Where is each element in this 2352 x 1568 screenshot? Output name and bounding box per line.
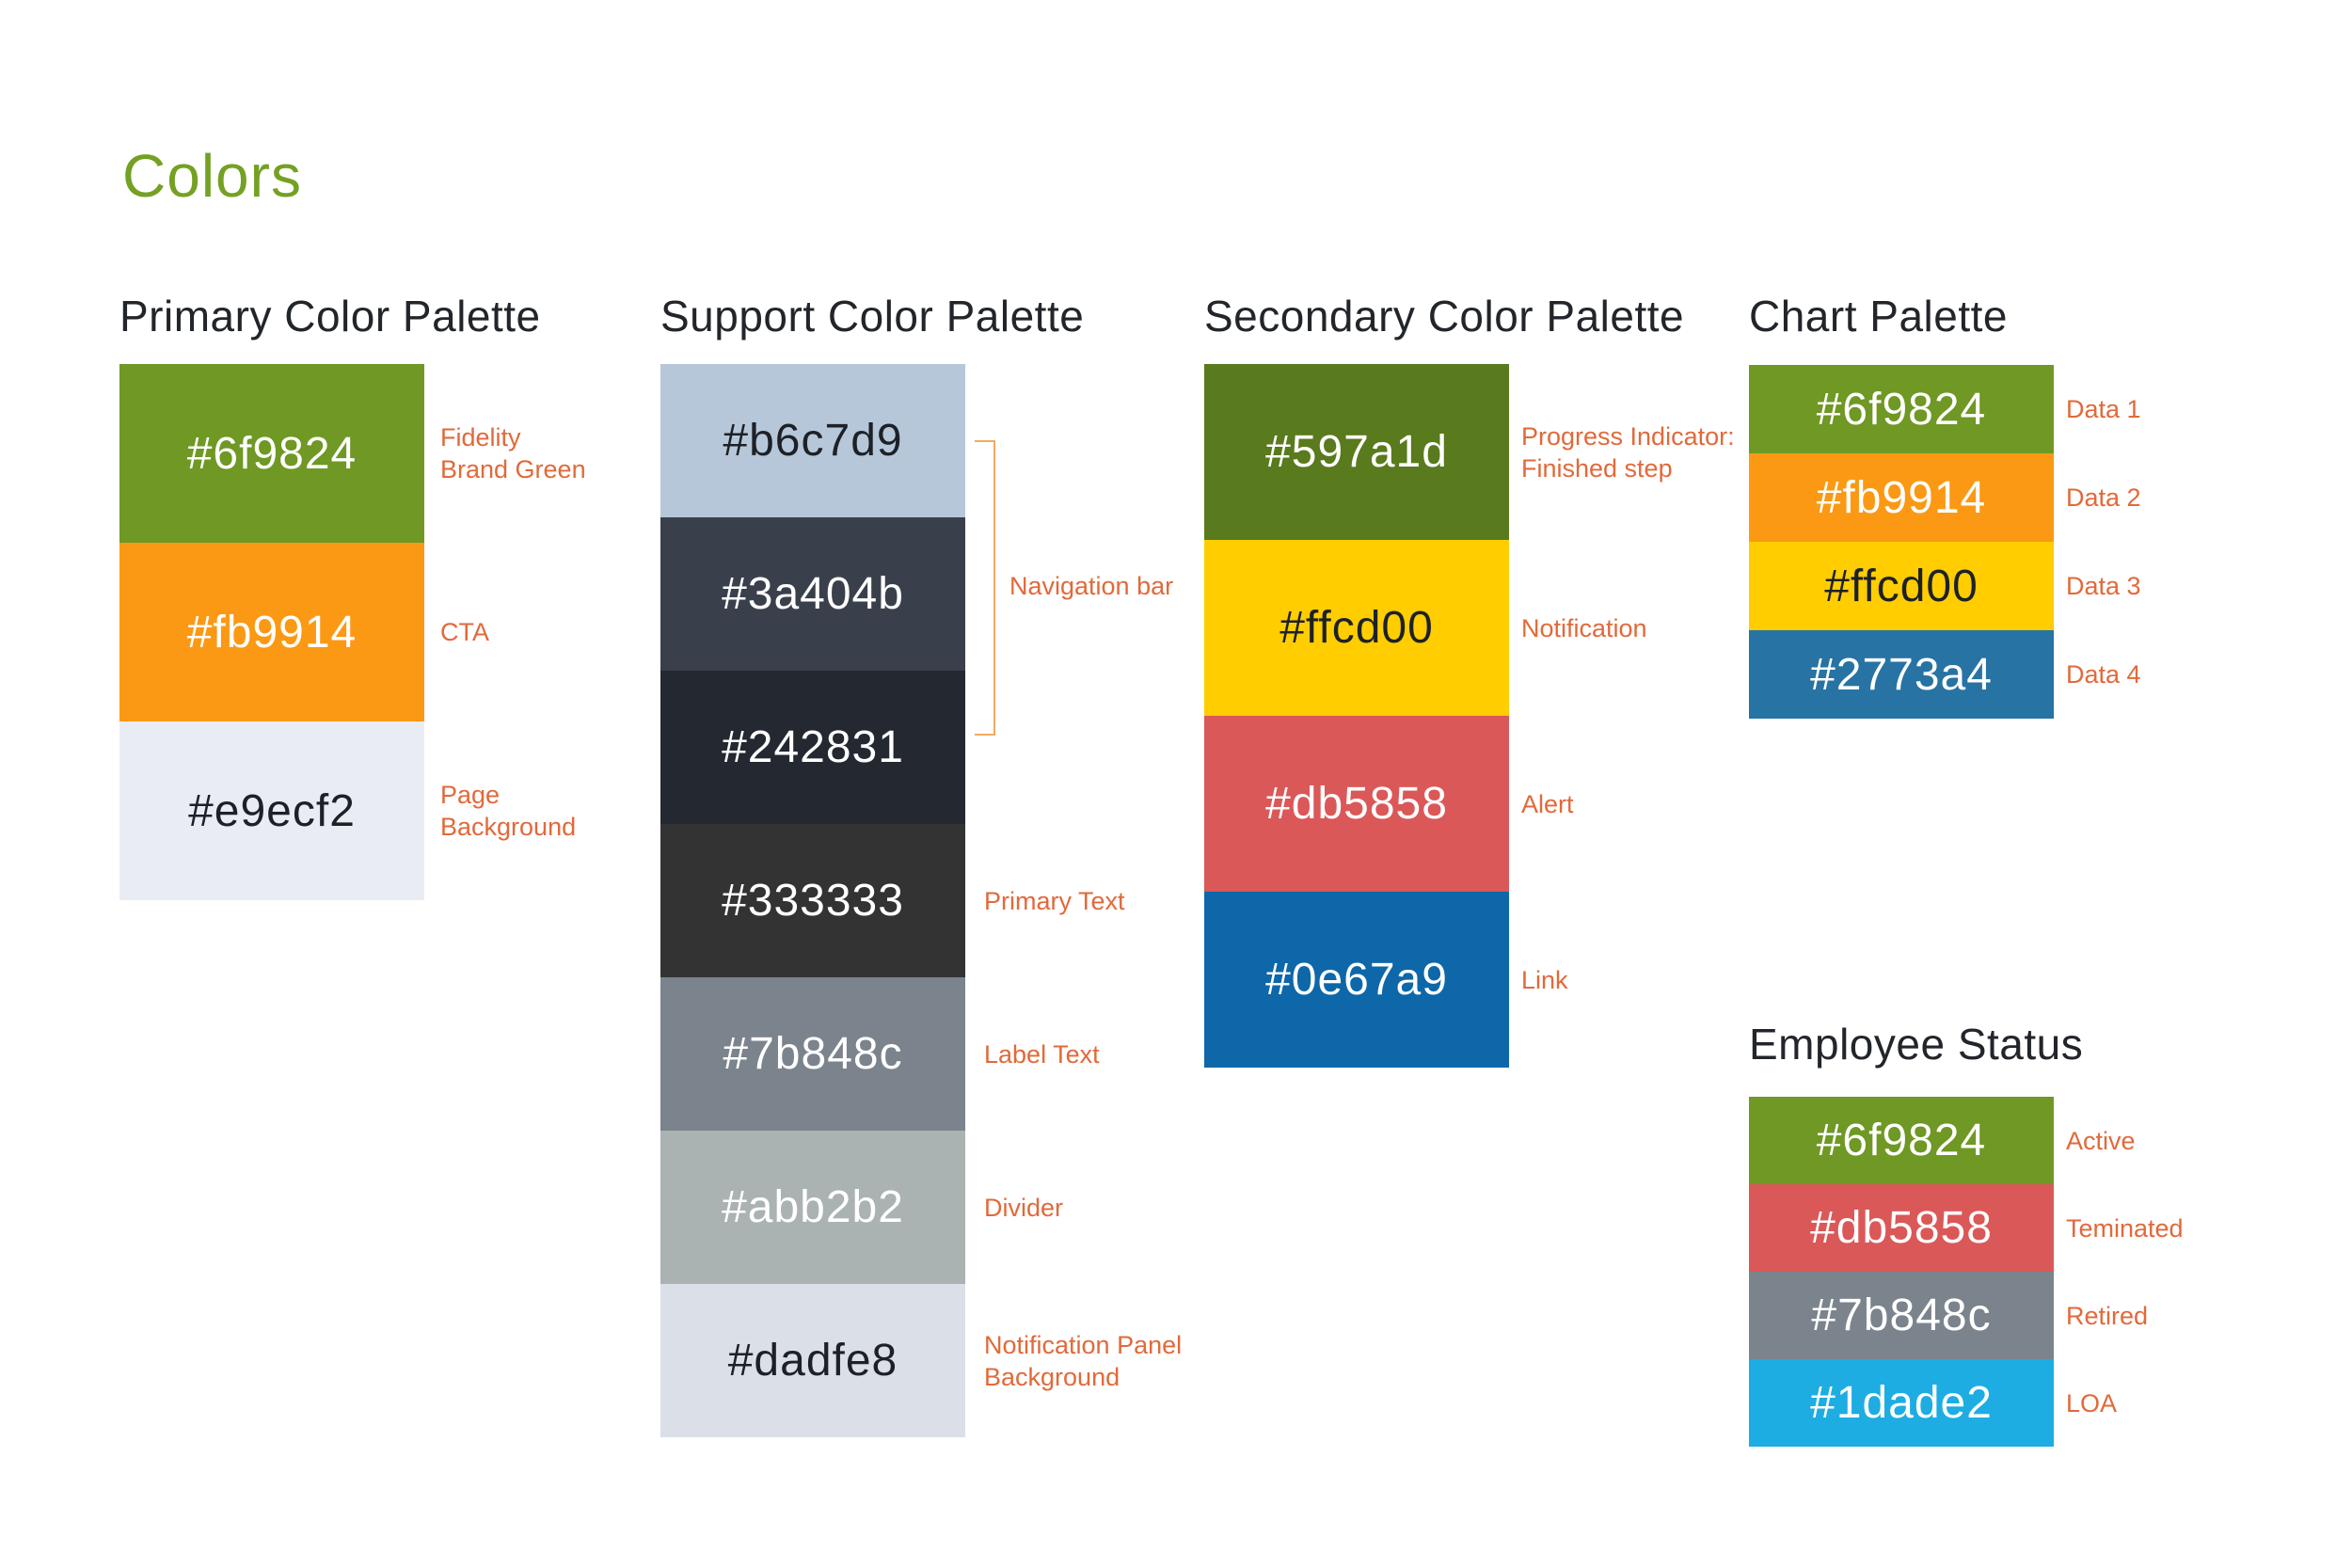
- note-cta: CTA: [440, 618, 489, 646]
- hex-label: #fb9914: [1816, 472, 1987, 523]
- secondary-swatch-alert: #db5858: [1204, 716, 1509, 892]
- hex-label: #db5858: [1265, 779, 1448, 829]
- hex-label: #abb2b2: [722, 1182, 904, 1232]
- secondary-swatch-link: #0e67a9: [1204, 892, 1509, 1068]
- hex-label: #7b848c: [723, 1029, 903, 1079]
- employee-swatch-terminated: #db5858: [1749, 1184, 2054, 1272]
- note-progress-indicator: Progress Indicator: Finished step: [1521, 421, 1735, 483]
- note-data-4: Data 4: [2066, 660, 2141, 689]
- hex-label: #dadfe8: [727, 1336, 898, 1386]
- support-swatch-divider: #abb2b2: [660, 1131, 965, 1284]
- hex-label: #1dade2: [1810, 1378, 1993, 1428]
- note-notification: Notification: [1521, 613, 1647, 642]
- employee-swatch-loa: #1dade2: [1749, 1359, 2054, 1447]
- support-swatch-3: #242831: [660, 671, 965, 824]
- note-page-background: Page Background: [440, 781, 577, 841]
- page-title: Colors: [122, 141, 302, 210]
- hex-label: #7b848c: [1811, 1291, 1992, 1340]
- note-alert: Alert: [1521, 789, 1574, 818]
- hex-label: #6f9824: [1816, 384, 1987, 435]
- note-data-2: Data 2: [2066, 483, 2141, 512]
- support-swatch-primary-text: #333333: [660, 824, 965, 977]
- employee-swatch-active: #6f9824: [1749, 1097, 2054, 1184]
- hex-label: #2773a4: [1810, 649, 1993, 700]
- note-navigation-bar: Navigation bar: [1009, 572, 1174, 600]
- note-link: Link: [1521, 965, 1568, 994]
- note-retired: Retired: [2066, 1301, 2149, 1330]
- hex-label: #db5858: [1810, 1203, 1993, 1253]
- support-swatch-1: #b6c7d9: [660, 364, 965, 517]
- note-active: Active: [2066, 1126, 2136, 1155]
- hex-label: #b6c7d9: [723, 416, 903, 466]
- note-terminated: Teminated: [2066, 1213, 2184, 1243]
- primary-palette-heading: Primary Color Palette: [119, 292, 541, 341]
- hex-label: #fb9914: [186, 607, 358, 657]
- note-label-text: Label Text: [984, 1039, 1100, 1069]
- note-loa: LOA: [2066, 1388, 2118, 1418]
- hex-label: #0e67a9: [1265, 955, 1448, 1005]
- note-notification-panel-background: Notification Panel Background: [984, 1330, 1183, 1391]
- note-divider: Divider: [984, 1193, 1064, 1222]
- support-swatch-2: #3a404b: [660, 517, 965, 671]
- hex-label: #ffcd00: [1824, 561, 1979, 611]
- support-swatch-notification-panel: #dadfe8: [660, 1284, 965, 1437]
- employee-swatch-retired: #7b848c: [1749, 1272, 2054, 1359]
- note-fidelity-brand-green: Fidelity Brand Green: [440, 423, 586, 483]
- hex-label: #333333: [722, 876, 904, 926]
- note-data-1: Data 1: [2066, 395, 2141, 423]
- hex-label: #6f9824: [1816, 1116, 1987, 1165]
- hex-label: #ffcd00: [1279, 603, 1434, 653]
- hex-label: #e9ecf2: [188, 785, 356, 836]
- hex-label: #242831: [722, 722, 904, 772]
- employee-status-heading: Employee Status: [1749, 1020, 2084, 1069]
- secondary-swatch-notification: #ffcd00: [1204, 540, 1509, 716]
- primary-swatch-brand-green: #6f9824: [119, 364, 424, 543]
- hex-label: #6f9824: [186, 428, 358, 479]
- secondary-swatch-progress-indicator: #597a1d: [1204, 364, 1509, 540]
- chart-palette-heading: Chart Palette: [1749, 292, 2008, 341]
- primary-swatch-page-background: #e9ecf2: [119, 721, 424, 900]
- note-data-3: Data 3: [2066, 572, 2141, 600]
- hex-label: #597a1d: [1265, 427, 1448, 477]
- support-palette-heading: Support Color Palette: [660, 292, 1085, 341]
- note-primary-text: Primary Text: [984, 886, 1125, 915]
- primary-swatch-cta: #fb9914: [119, 543, 424, 721]
- chart-swatch-data-1: #6f9824: [1749, 365, 2054, 453]
- navigation-bar-bracket: [975, 440, 995, 736]
- hex-label: #3a404b: [722, 569, 904, 619]
- support-swatch-label-text: #7b848c: [660, 977, 965, 1131]
- chart-swatch-data-4: #2773a4: [1749, 630, 2054, 719]
- chart-swatch-data-2: #fb9914: [1749, 453, 2054, 542]
- chart-swatch-data-3: #ffcd00: [1749, 542, 2054, 630]
- secondary-palette-heading: Secondary Color Palette: [1204, 292, 1685, 341]
